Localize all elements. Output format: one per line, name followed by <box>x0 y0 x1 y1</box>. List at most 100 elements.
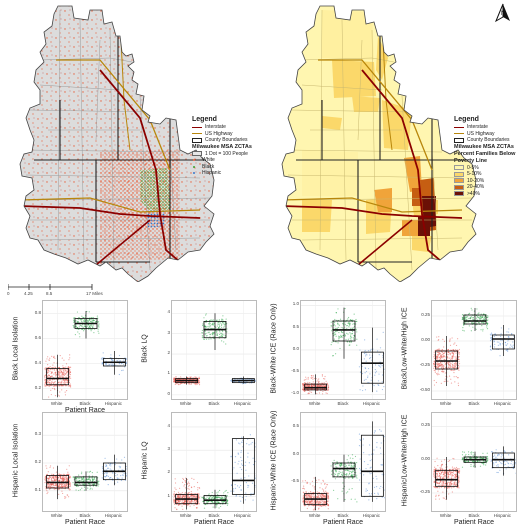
jitter-point <box>60 375 62 377</box>
jitter-point <box>450 369 452 371</box>
jitter-point <box>59 391 61 393</box>
jitter-point <box>77 331 79 333</box>
jitter-point <box>462 329 464 331</box>
jitter-point <box>106 469 108 471</box>
jitter-point <box>321 505 323 507</box>
jitter-point <box>73 327 75 329</box>
jitter-point <box>450 471 452 473</box>
jitter-point <box>333 475 336 477</box>
jitter-point <box>369 354 371 356</box>
jitter-point <box>473 322 475 324</box>
jitter-point <box>478 312 480 314</box>
jitter-point <box>255 477 256 479</box>
jitter-point <box>60 371 63 373</box>
jitter-point <box>57 372 59 374</box>
jitter-point <box>321 393 324 395</box>
jitter-point <box>173 499 175 501</box>
jitter-point <box>355 476 357 478</box>
jitter-point <box>440 362 442 364</box>
jitter-point <box>323 502 325 504</box>
jitter-point <box>443 459 446 461</box>
jitter-point <box>106 473 108 475</box>
jitter-point <box>443 380 445 383</box>
jitter-point <box>255 446 256 448</box>
jitter-point <box>444 372 446 374</box>
jitter-point <box>440 382 442 384</box>
jitter-point <box>352 457 354 460</box>
jitter-point <box>80 479 82 481</box>
jitter-point <box>48 478 51 480</box>
jitter-point <box>224 325 226 327</box>
jitter-point <box>493 333 496 335</box>
jitter-point <box>52 467 55 469</box>
jitter-point <box>302 496 305 498</box>
jitter-point <box>448 481 450 484</box>
x-tick-label: Hispanic <box>233 513 251 518</box>
jitter-point <box>53 356 55 359</box>
jitter-point <box>64 497 66 499</box>
jitter-point <box>449 344 452 346</box>
jitter-point <box>438 474 441 477</box>
jitter-point <box>90 330 92 332</box>
jitter-point <box>347 316 350 319</box>
y-tick-label: 0.1 <box>34 486 41 492</box>
jitter-point <box>78 489 80 492</box>
jitter-point <box>507 331 510 333</box>
jitter-point <box>64 394 67 396</box>
jitter-point <box>482 330 484 332</box>
jitter-point <box>201 332 203 334</box>
jitter-point <box>192 500 194 502</box>
jitter-point <box>348 344 350 346</box>
jitter-point <box>451 491 453 493</box>
jitter-point <box>81 471 83 473</box>
jitter-point <box>317 496 320 498</box>
jitter-point <box>180 493 182 495</box>
jitter-point <box>450 480 452 482</box>
jitter-point <box>321 495 323 497</box>
jitter-point <box>348 322 350 324</box>
jitter-point <box>342 473 344 475</box>
jitter-point <box>356 462 358 464</box>
jitter-point <box>455 468 457 470</box>
jitter-point <box>78 478 80 480</box>
jitter-point <box>239 443 241 445</box>
jitter-point <box>433 469 435 471</box>
jitter-point <box>447 460 449 463</box>
jitter-point <box>433 474 435 476</box>
jitter-point <box>489 345 492 347</box>
jitter-point <box>105 464 107 466</box>
jitter-point <box>50 382 53 384</box>
jitter-point <box>439 358 441 360</box>
jitter-point <box>450 474 452 476</box>
jitter-point <box>309 501 311 503</box>
jitter-point <box>240 451 242 453</box>
jitter-point <box>330 321 332 323</box>
jitter-point <box>440 351 442 353</box>
jitter-point <box>443 483 445 485</box>
jitter-point <box>435 356 437 358</box>
jitter-point <box>433 475 435 478</box>
jitter-point <box>183 499 185 502</box>
jitter-point <box>182 501 185 504</box>
jitter-point <box>198 381 201 383</box>
jitter-point <box>302 386 304 389</box>
jitter-point <box>480 318 482 320</box>
jitter-point <box>435 487 437 489</box>
jitter-point <box>502 343 504 345</box>
jitter-point <box>174 379 176 381</box>
jitter-point <box>98 483 100 486</box>
jitter-point <box>369 444 371 446</box>
jitter-point <box>87 487 89 489</box>
jitter-point <box>336 475 339 477</box>
jitter-point <box>379 361 381 363</box>
jitter-point <box>331 325 333 327</box>
jitter-point <box>457 367 459 370</box>
jitter-point <box>353 474 355 476</box>
jitter-point <box>47 479 50 481</box>
jitter-point <box>481 325 483 327</box>
jitter-point <box>452 356 454 358</box>
jitter-point <box>464 316 466 318</box>
jitter-point <box>352 466 355 468</box>
jitter-point <box>445 472 447 474</box>
jitter-point <box>82 317 84 319</box>
